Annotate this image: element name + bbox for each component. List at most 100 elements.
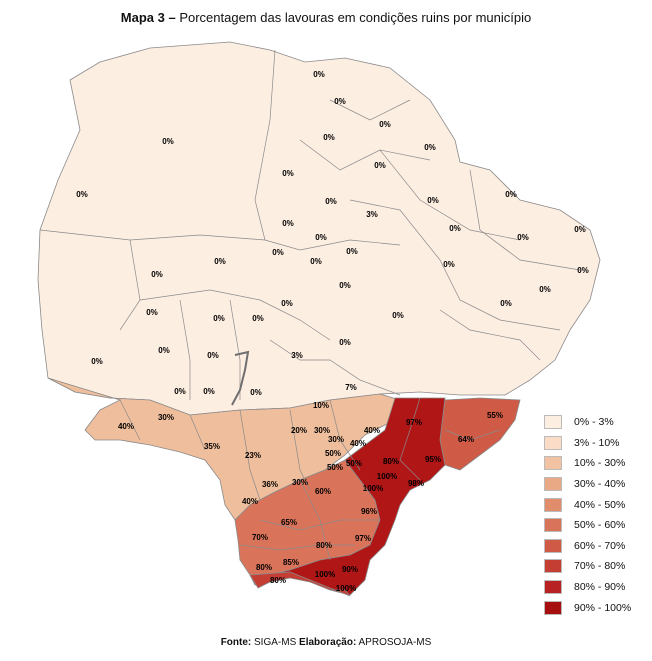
legend-label: 40% - 50% (574, 498, 626, 511)
municipality-label: 96% (361, 507, 377, 516)
municipality-label: 65% (281, 518, 297, 527)
municipality-label: 100% (363, 484, 383, 493)
municipality-label: 0% (213, 314, 225, 323)
map-title-prefix: Mapa 3 – (120, 10, 176, 25)
municipality-label: 35% (204, 442, 220, 451)
municipality-label: 90% (342, 565, 358, 574)
municipality-label: 36% (262, 480, 278, 489)
pantanal-border (231, 350, 250, 406)
municipality-label: 0% (392, 311, 404, 320)
municipality-label: 3% (366, 210, 378, 219)
municipality-label: 0% (500, 299, 512, 308)
municipality-label: 30% (314, 426, 330, 435)
legend-label: 3% - 10% (574, 436, 620, 449)
municipality-label: 30% (292, 478, 308, 487)
legend-item: 70% - 80% (544, 556, 631, 577)
legend-label: 80% - 90% (574, 581, 626, 594)
legend-item: 40% - 50% (544, 494, 631, 515)
municipality-label: 7% (345, 383, 357, 392)
municipality-label: 0% (91, 357, 103, 366)
municipality-label: 55% (487, 411, 503, 420)
source-fonte-value: SIGA-MS (254, 637, 297, 648)
municipality-borders (39, 49, 581, 561)
municipality-label: 0% (539, 285, 551, 294)
municipality-label: 20% (291, 426, 307, 435)
municipality-label: 30% (328, 435, 344, 444)
municipality-label: 97% (406, 418, 422, 427)
legend-item: 60% - 70% (544, 536, 631, 557)
municipality-label: 0% (574, 225, 586, 234)
legend-item: 50% - 60% (544, 515, 631, 536)
municipality-label: 0% (162, 137, 174, 146)
legend-item: 30% - 40% (544, 474, 631, 495)
municipality-label: 10% (313, 401, 329, 410)
municipality-label: 0% (505, 190, 517, 199)
municipality-label: 40% (118, 422, 134, 431)
municipality-label: 60% (315, 487, 331, 496)
legend-swatch (544, 600, 562, 615)
municipality-label: 0% (158, 346, 170, 355)
municipality-label: 97% (355, 534, 371, 543)
municipality-label: 0% (151, 270, 163, 279)
region-east-50-70 (439, 397, 521, 471)
legend-label: 50% - 60% (574, 519, 626, 532)
municipality-label: 0% (281, 299, 293, 308)
municipality-label: 0% (374, 161, 386, 170)
municipality-label: 0% (146, 308, 158, 317)
municipality-labels: 0% 0% 0% 0% 0% 0% 0% 0% 0% 0% 0% 3% 0% 0% 0% 0% 0% 0% 0% 0%… (76, 70, 589, 593)
municipality-label: 98% (408, 479, 424, 488)
municipality-label: 0% (517, 233, 529, 242)
municipality-label: 0% (339, 281, 351, 290)
municipality-label: 0% (334, 97, 346, 106)
region-south-tip (249, 571, 351, 597)
municipality-label: 0% (449, 224, 461, 233)
municipality-label: 0% (313, 70, 325, 79)
municipality-label: 3% (291, 351, 303, 360)
municipality-label: 50% (346, 459, 362, 468)
legend: 0% - 3% 3% - 10% 10% - 30% 30% - 40% 40% - 5… (544, 412, 631, 618)
municipality-label: 0% (76, 190, 88, 199)
municipality-label: 0% (282, 169, 294, 178)
municipality-label: 0% (346, 247, 358, 256)
municipality-label: 0% (310, 257, 322, 266)
municipality-label: 80% (316, 541, 332, 550)
municipality-label: 0% (577, 266, 589, 275)
legend-swatch (544, 538, 562, 553)
legend-label: 0% - 3% (574, 416, 614, 429)
municipality-label: 100% (377, 472, 397, 481)
legend-item: 10% - 30% (544, 453, 631, 474)
municipality-label: 0% (323, 133, 335, 142)
source-elab-value: APROSOJA-MS (358, 637, 432, 648)
municipality-label: 0% (207, 351, 219, 360)
municipality-label: 0% (315, 233, 327, 242)
municipality-label: 80% (270, 576, 286, 585)
legend-label: 70% - 80% (574, 560, 626, 573)
municipality-label: 50% (325, 449, 341, 458)
legend-swatch (544, 497, 562, 512)
legend-swatch (544, 435, 562, 450)
municipality-label: 23% (245, 451, 261, 460)
legend-swatch (544, 518, 562, 533)
municipality-label: 0% (443, 260, 455, 269)
municipality-label: 40% (242, 497, 258, 506)
municipality-label: 100% (336, 584, 356, 593)
legend-item: 80% - 90% (544, 577, 631, 598)
municipality-label: 0% (325, 197, 337, 206)
municipality-label: 0% (250, 388, 262, 397)
region-north-0-3 (37, 41, 601, 416)
municipality-label: 100% (315, 570, 335, 579)
municipality-label: 0% (203, 387, 215, 396)
legend-swatch (544, 415, 562, 430)
municipality-label: 50% (327, 463, 343, 472)
municipality-label: 80% (383, 457, 399, 466)
municipality-label: 0% (214, 257, 226, 266)
municipality-label: 70% (252, 533, 268, 542)
municipality-label: 95% (425, 455, 441, 464)
municipality-label: 40% (350, 439, 366, 448)
municipality-label: 80% (256, 563, 272, 572)
legend-swatch (544, 477, 562, 492)
source-fonte-label: Fonte: (220, 637, 252, 648)
municipality-label: 0% (282, 219, 294, 228)
source-elab-label: Elaboração: (299, 637, 357, 648)
